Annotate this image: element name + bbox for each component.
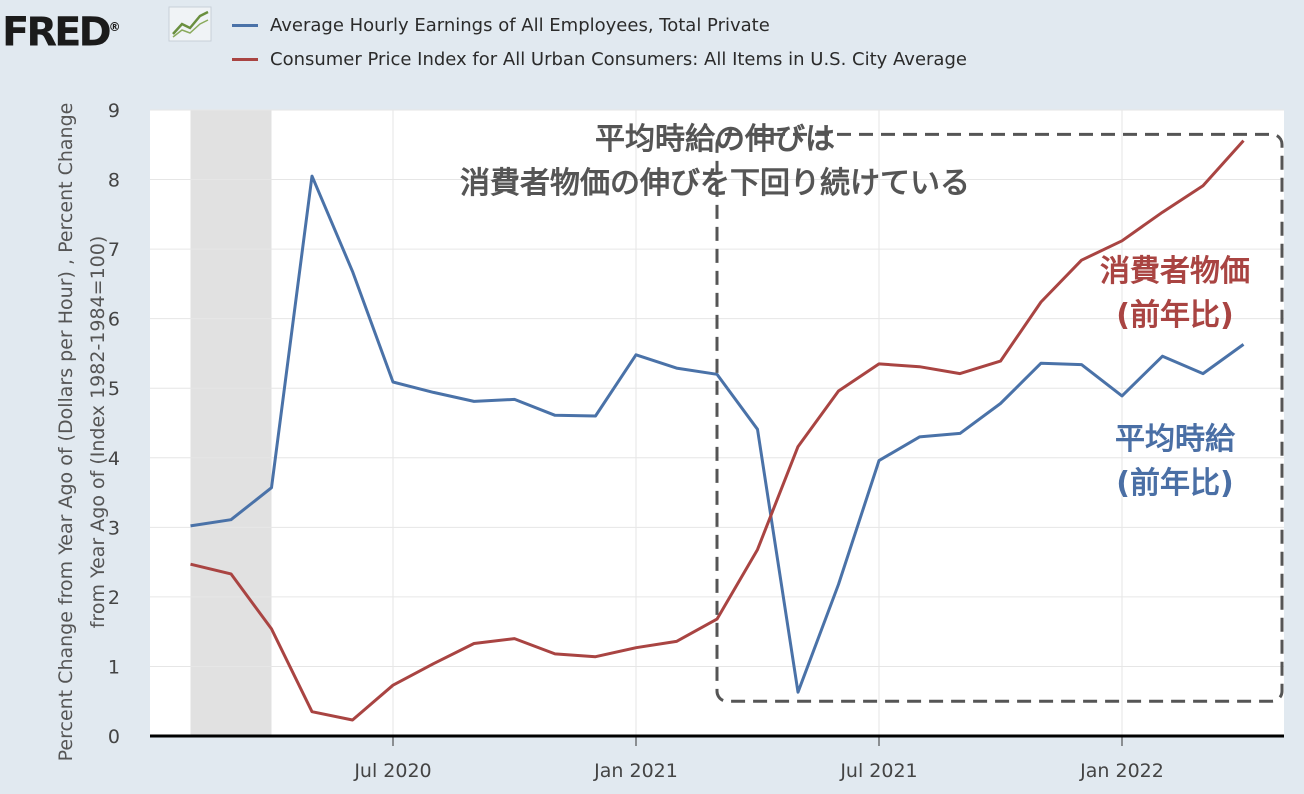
y-tick-label: 3: [108, 517, 120, 539]
x-tick-label: Jan 2022: [1079, 760, 1164, 782]
fred-logo[interactable]: FRED®: [2, 9, 121, 56]
cpi-line: [190, 139, 1245, 722]
cpi-annotation-line-1: 消費者物価: [1100, 254, 1250, 289]
y-tick-label: 6: [108, 309, 120, 331]
x-tick-label: Jul 2021: [839, 760, 917, 782]
legend-item-earnings[interactable]: Average Hourly Earnings of All Employees…: [232, 8, 967, 42]
chart-line-icon: [168, 6, 212, 42]
legend: Average Hourly Earnings of All Employees…: [232, 8, 967, 76]
legend-item-cpi[interactable]: Consumer Price Index for All Urban Consu…: [232, 42, 967, 76]
y-tick-label: 0: [108, 726, 120, 748]
y-tick-label: 4: [108, 448, 120, 470]
headline-annotation: 平均時給の伸びは 消費者物価の伸びを下回り続けている: [390, 118, 1040, 206]
wage-annotation-line-2: (前年比): [1116, 466, 1234, 501]
x-tick-label: Jul 2020: [353, 760, 431, 782]
legend-swatch-earnings: [232, 23, 258, 27]
legend-swatch-cpi: [232, 57, 258, 61]
recession-shading: [190, 110, 272, 736]
earnings-line: [190, 174, 1245, 694]
y-tick-label: 9: [108, 100, 120, 122]
x-tick-label: Jan 2021: [593, 760, 678, 782]
cpi-annotation: 消費者物価 (前年比): [1080, 250, 1270, 338]
cpi-annotation-line-2: (前年比): [1116, 298, 1234, 333]
y-tick-label: 7: [108, 239, 120, 261]
legend-label-earnings: Average Hourly Earnings of All Employees…: [270, 14, 770, 36]
y-tick-label: 2: [108, 587, 120, 609]
y-tick-label: 5: [108, 378, 120, 400]
highlight-box: [715, 132, 1284, 703]
y-tick-label: 8: [108, 170, 120, 192]
headline-line-1: 平均時給の伸びは: [595, 122, 835, 157]
legend-label-cpi: Consumer Price Index for All Urban Consu…: [270, 48, 967, 70]
y-tick-label: 1: [108, 656, 120, 678]
wage-annotation-line-1: 平均時給: [1115, 422, 1235, 457]
headline-line-2: 消費者物価の伸びを下回り続けている: [460, 166, 970, 201]
wage-annotation: 平均時給 (前年比): [1080, 418, 1270, 506]
